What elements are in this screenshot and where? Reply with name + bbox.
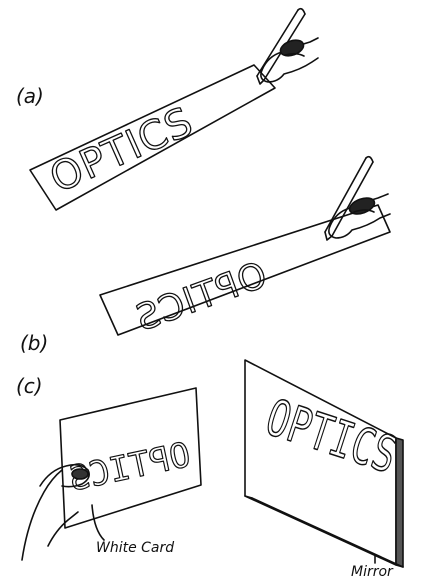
card-a-word: OPTICS [43, 99, 200, 203]
card-b-mirrored-word: OPTICS [130, 255, 272, 340]
mirror-reflected-word: OPTICS [259, 389, 403, 485]
panel-c: (c) OPTICS White Card OPTICS Mirror [16, 359, 404, 580]
hand-icon [21, 463, 90, 561]
label-b: (b) [20, 331, 48, 355]
white-card-pointer [91, 504, 105, 541]
hand-icon [260, 37, 319, 83]
panel-a: (a) OPTICS [16, 7, 319, 211]
mirror [244, 359, 404, 568]
label-c: (c) [16, 374, 43, 398]
label-a: (a) [16, 84, 44, 108]
label-mirror: Mirror [351, 564, 394, 580]
label-white-card: White Card [96, 540, 174, 556]
card-b [99, 204, 391, 336]
card-a [29, 64, 276, 211]
white-card [59, 387, 202, 529]
hand-icon [328, 193, 391, 239]
pencil-icon [324, 155, 374, 241]
